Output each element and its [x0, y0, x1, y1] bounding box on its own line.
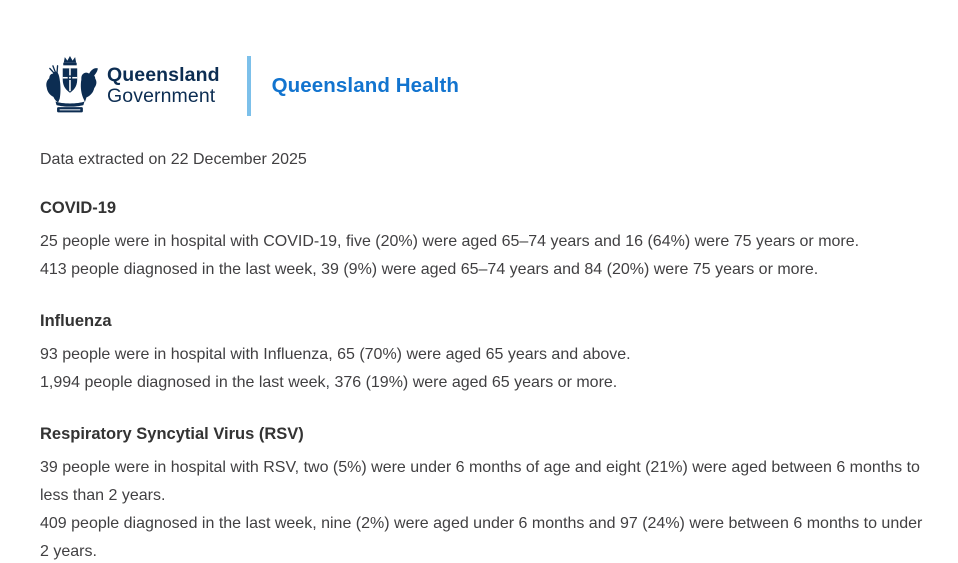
- header-divider: [246, 56, 251, 116]
- qld-government-logo[interactable]: Queensland Government: [40, 53, 220, 119]
- queensland-coat-of-arms-icon: [46, 56, 98, 113]
- section-influenza: Influenza 93 people were in hospital wit…: [40, 310, 932, 397]
- covid19-hospital-line: 25 people were in hospital with COVID-19…: [40, 233, 860, 250]
- section-rsv: Respiratory Syncytial Virus (RSV) 39 peo…: [40, 423, 932, 563]
- covid19-diagnosed-line: 413 people diagnosed in the last week, 3…: [40, 261, 819, 278]
- rsv-diagnosed-line: 409 people diagnosed in the last week, n…: [40, 515, 923, 560]
- site-header: Queensland Government Queensland Health: [0, 0, 958, 119]
- report-content: Data extracted on 22 December 2025 COVID…: [0, 119, 958, 563]
- logo-line-queensland: Queensland: [107, 64, 220, 86]
- influenza-heading: Influenza: [40, 312, 112, 330]
- influenza-hospital-line: 93 people were in hospital with Influenz…: [40, 346, 631, 363]
- site-title-queensland-health[interactable]: Queensland Health: [271, 74, 460, 97]
- influenza-diagnosed-line: 1,994 people diagnosed in the last week,…: [40, 374, 618, 391]
- qld-government-wordmark: Queensland Government: [107, 65, 220, 107]
- section-covid19: COVID-19 25 people were in hospital with…: [40, 197, 932, 284]
- rsv-hospital-line: 39 people were in hospital with RSV, two…: [40, 459, 920, 504]
- rsv-heading: Respiratory Syncytial Virus (RSV): [40, 425, 304, 443]
- data-extracted-note: Data extracted on 22 December 2025: [40, 151, 307, 168]
- covid19-heading: COVID-19: [40, 199, 117, 217]
- logo-line-government: Government: [107, 85, 216, 107]
